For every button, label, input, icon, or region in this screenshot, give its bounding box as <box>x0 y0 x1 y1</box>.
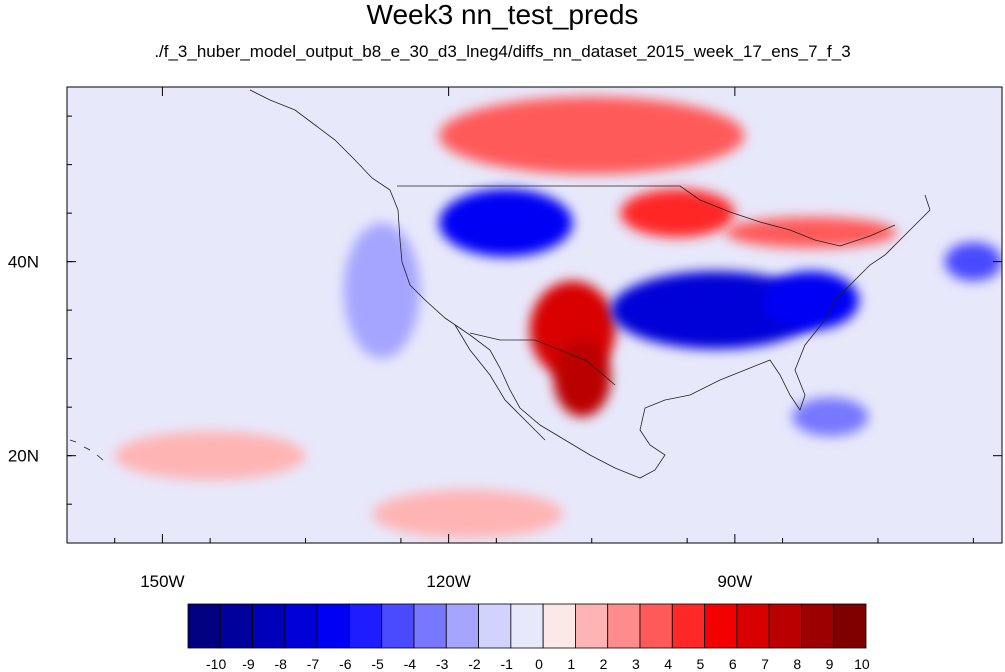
colorbar-label: -9 <box>242 656 255 672</box>
colorbar-swatch <box>219 603 253 649</box>
colorbar-swatch <box>187 603 221 649</box>
colorbar-label: -2 <box>468 656 481 672</box>
colorbar-label: 5 <box>697 656 705 672</box>
anomaly-region-pacific-positive <box>114 431 306 480</box>
colorbar-swatch <box>445 603 479 649</box>
colorbar-label: -6 <box>339 656 352 672</box>
colorbar-swatch <box>413 603 447 649</box>
anomaly-region-great-lakes-positive <box>725 217 898 249</box>
north-america-coastline <box>389 189 931 479</box>
colorbar-swatch <box>575 603 609 649</box>
plot-subtitle: ./f_3_huber_model_output_b8_e_30_d3_lneg… <box>154 42 851 61</box>
colorbar: -10 -9 -8 -7 -6 -5 -4 -3 -2 -1 0 1 2 3 4 5 6 7 8 9 10 <box>187 603 870 672</box>
colorbar-label: -1 <box>500 656 513 672</box>
baja-coastline <box>454 324 546 441</box>
colorbar-label: -8 <box>274 656 287 672</box>
anomaly-region-north-plains-positive <box>620 188 735 238</box>
alaska-bc-coastline <box>249 89 391 191</box>
us-mexico-border <box>469 332 616 386</box>
colorbar-swatch <box>349 603 383 649</box>
colorbar-label: 4 <box>664 656 672 672</box>
hawaii-islands <box>69 439 104 461</box>
colorbar-swatch <box>639 603 673 649</box>
colorbar-swatch <box>252 603 286 649</box>
colorbar-swatch <box>542 603 576 649</box>
anomaly-region-mexico-positive <box>553 339 611 417</box>
x-tick-label: 120W <box>426 572 470 591</box>
colorbar-swatch <box>671 603 705 649</box>
colorbar-label: 2 <box>600 656 608 672</box>
colorbar-swatch <box>736 603 770 649</box>
colorbar-swatch <box>316 603 350 649</box>
colorbar-swatch <box>284 603 318 649</box>
colorbar-swatch <box>768 603 802 649</box>
axis-tick-labels: 150W 120W 90W 40N 20N <box>8 253 753 591</box>
colorbar-label: 7 <box>761 656 769 672</box>
colorbar-label: -3 <box>436 656 449 672</box>
colorbar-swatch <box>607 603 641 649</box>
map-plot-area: 150W 120W 90W 40N 20N <box>8 86 1003 591</box>
x-tick-label: 90W <box>717 572 752 591</box>
anomaly-region-tropical-positive <box>372 489 564 539</box>
colorbar-label: 9 <box>826 656 834 672</box>
colorbar-label: 8 <box>793 656 801 672</box>
colorbar-swatch <box>704 603 738 649</box>
colorbar-swatch <box>478 603 512 649</box>
anomaly-region-east-negative <box>763 271 859 330</box>
colorbar-label: -10 <box>206 656 226 672</box>
colorbar-label: -5 <box>371 656 384 672</box>
colorbar-label: -7 <box>307 656 320 672</box>
anomaly-region-northwest-negative <box>439 188 573 257</box>
colorbar-swatch <box>833 603 867 649</box>
coastlines <box>69 89 931 479</box>
anomaly-region-caribbean-negative <box>792 397 869 437</box>
colorbar-label: 0 <box>535 656 543 672</box>
axis-ticks <box>67 87 1002 543</box>
y-tick-label: 40N <box>8 253 39 272</box>
colorbar-label: -4 <box>404 656 417 672</box>
plot-title: Week3 nn_test_preds <box>366 0 639 30</box>
colorbar-label: 6 <box>729 656 737 672</box>
colorbar-label: 3 <box>632 656 640 672</box>
colorbar-swatch <box>381 603 415 649</box>
x-tick-label: 150W <box>140 572 184 591</box>
anomaly-region-canada-positive <box>439 96 745 175</box>
colorbar-label: 10 <box>854 656 870 672</box>
us-canada-border <box>397 185 896 247</box>
y-tick-label: 20N <box>8 447 39 466</box>
anomaly-field <box>114 96 1002 539</box>
colorbar-swatch <box>801 603 835 649</box>
anomaly-region-atlantic-negative <box>944 242 1002 282</box>
map-frame <box>66 86 1003 544</box>
colorbar-label: 1 <box>567 656 575 672</box>
colorbar-swatch <box>510 603 544 649</box>
anomaly-region-west-pacific-negative <box>343 222 421 359</box>
